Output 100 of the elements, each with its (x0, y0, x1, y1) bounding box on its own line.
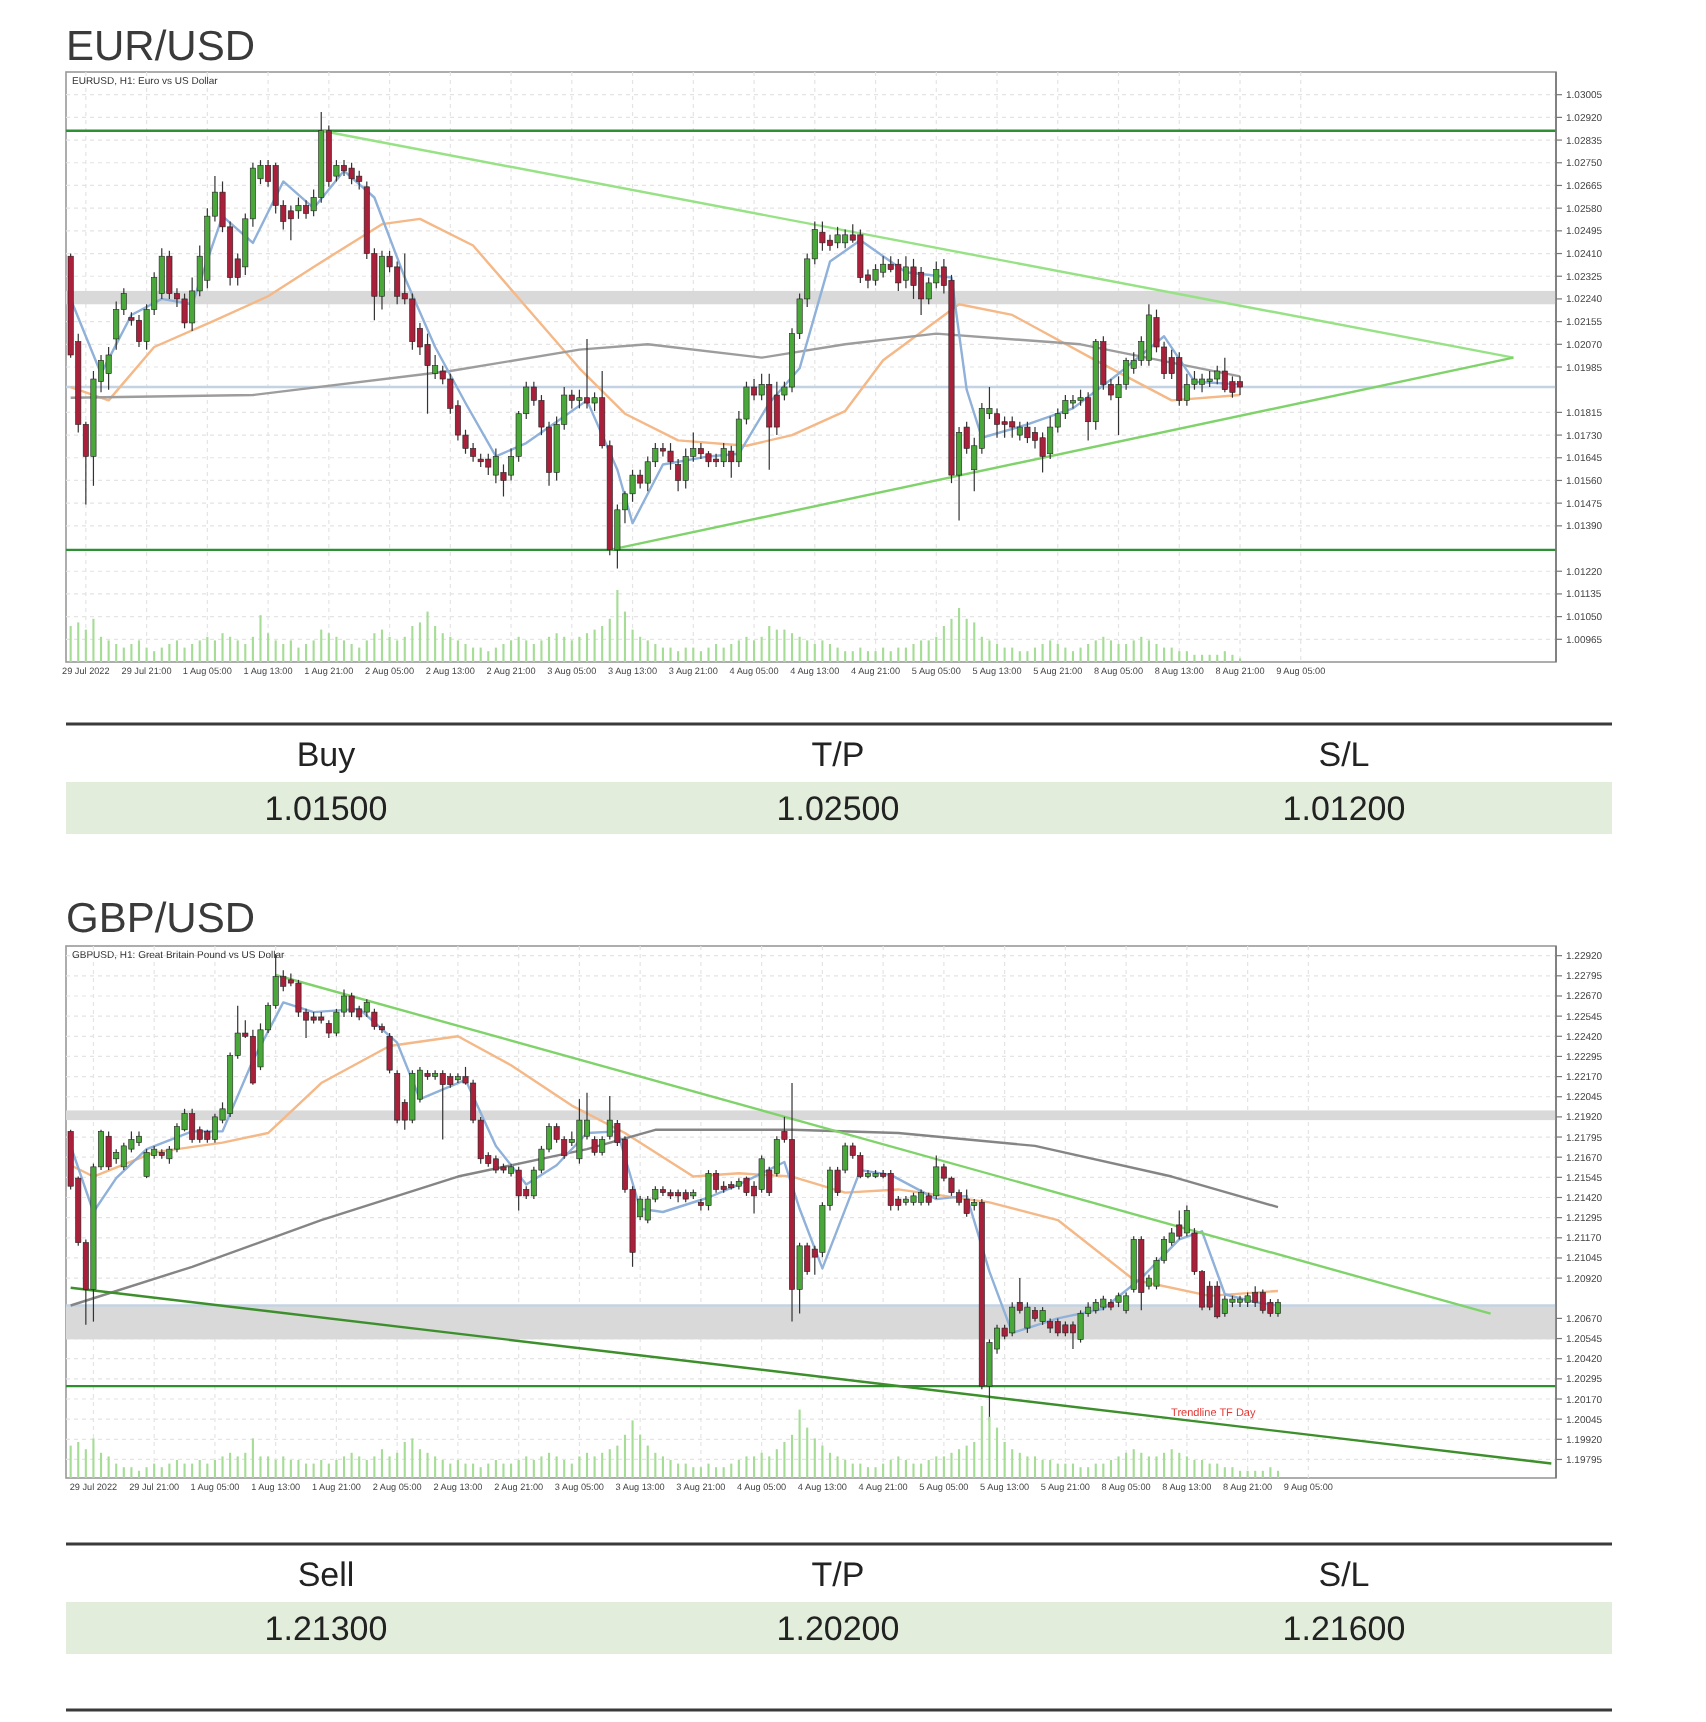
candlestick (386, 1032, 393, 1074)
candlestick (933, 1154, 940, 1200)
candlestick (1199, 373, 1206, 393)
candlestick (1032, 426, 1038, 450)
candlestick (637, 469, 644, 490)
candlestick (166, 250, 173, 300)
candlestick (409, 1069, 416, 1124)
candlestick (1123, 1292, 1130, 1315)
candlestick (994, 407, 1000, 439)
candlestick (371, 1008, 378, 1031)
candlestick (576, 1098, 583, 1165)
candlestick (1047, 415, 1054, 460)
candlestick (105, 346, 112, 391)
candlestick (591, 1135, 598, 1157)
line-series (69, 1128, 1280, 1307)
candlestick (1214, 1280, 1221, 1319)
candlestick (819, 220, 826, 252)
candlestick (1070, 394, 1076, 409)
candlestick (682, 447, 689, 490)
candlestick (143, 1148, 150, 1179)
candlestick (1024, 421, 1031, 444)
candlestick (766, 373, 773, 471)
candlestick (880, 255, 887, 279)
candlestick (1229, 375, 1236, 399)
candlestick (379, 250, 385, 311)
candlestick (697, 442, 704, 460)
candlestick (1176, 351, 1183, 407)
candlestick (925, 276, 932, 305)
candlestick (136, 1130, 142, 1147)
text: T/P (811, 735, 865, 774)
text: 1.21300 (264, 1609, 388, 1648)
candlestick (439, 1069, 446, 1141)
candlestick (834, 226, 841, 249)
candlestick (341, 159, 347, 177)
text: 1.20200 (776, 1609, 900, 1648)
candlestick (644, 1195, 651, 1224)
candlestick (644, 455, 651, 492)
chart-title: EUR/USD (66, 24, 256, 70)
candlestick (211, 1113, 218, 1144)
candlestick (432, 1069, 439, 1081)
chart-title: GBP/USD (66, 896, 256, 942)
candlestick (675, 1188, 682, 1203)
candlestick (773, 381, 780, 436)
candlestick (902, 255, 909, 289)
text: 1.21600 (1282, 1609, 1406, 1648)
candlestick (963, 1188, 970, 1218)
candlestick (492, 447, 499, 484)
candlestick (1062, 394, 1069, 420)
candlestick (348, 162, 355, 185)
candlestick (1123, 357, 1130, 391)
candlestick (1039, 431, 1046, 474)
candlestick (842, 228, 849, 249)
candlestick (454, 1072, 461, 1084)
candlestick (584, 338, 590, 409)
candlestick (713, 453, 720, 468)
candlestick (1145, 303, 1152, 367)
candlestick (918, 266, 925, 316)
candlestick (895, 258, 902, 292)
candlestick (394, 1069, 401, 1124)
text: 1.01500 (264, 789, 388, 828)
candlestick (705, 1169, 712, 1211)
candlestick (659, 442, 666, 458)
candlestick (857, 228, 864, 284)
text: S/L (1318, 735, 1370, 774)
text: S/L (1318, 1555, 1370, 1594)
candlestick (105, 1130, 112, 1171)
candlestick (827, 234, 833, 252)
candlestick (675, 458, 682, 492)
candlestick (1176, 1209, 1183, 1241)
candlestick (1221, 357, 1228, 393)
candlestick (181, 292, 188, 329)
candlestick (249, 1029, 256, 1086)
text: 1.01200 (1282, 789, 1406, 828)
candlestick (659, 1185, 666, 1197)
candlestick (287, 204, 294, 241)
candlestick (1016, 421, 1023, 442)
candlestick (857, 1151, 864, 1179)
candlestick (872, 263, 879, 287)
candlestick (348, 992, 355, 1018)
candlestick (120, 1142, 127, 1171)
candlestick (485, 453, 492, 476)
candlestick (720, 442, 727, 468)
candlestick (394, 260, 401, 305)
candlestick (1070, 1321, 1076, 1350)
text: Sell (297, 1555, 355, 1594)
candlestick (1237, 375, 1243, 396)
line-series (69, 1001, 1280, 1335)
candlestick (1252, 1285, 1259, 1308)
candlestick (1214, 365, 1221, 385)
candlestick (1009, 415, 1016, 439)
candlestick (1001, 415, 1008, 439)
line-series (69, 217, 1242, 447)
candlestick (576, 389, 583, 409)
candlestick (515, 1166, 522, 1211)
candlestick (1259, 1288, 1266, 1315)
candlestick (887, 1169, 894, 1211)
candlestick (1077, 1309, 1084, 1344)
candlestick (272, 162, 279, 215)
candlestick (189, 1108, 196, 1144)
candlestick (136, 314, 142, 348)
